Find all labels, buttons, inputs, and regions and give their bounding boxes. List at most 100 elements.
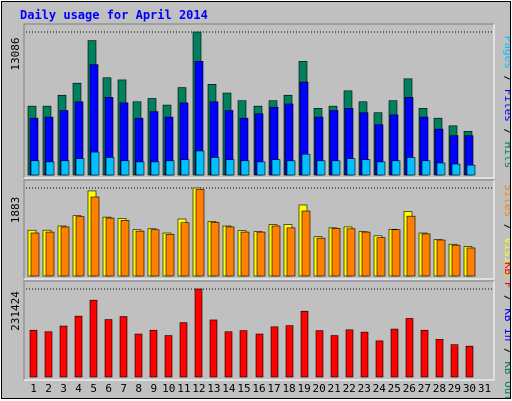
bar-kbytes-kb-f-23: [360, 331, 369, 378]
bar-kbytes-kb-f-8: [134, 333, 143, 378]
x-tick-label-13: 13: [207, 382, 220, 395]
panel-hits-highlight: [24, 24, 495, 179]
bar-kbytes-kb-f-21: [330, 335, 339, 378]
axis-label-part-hits-0: Pages: [502, 36, 510, 69]
bar-hits-pages-4: [75, 158, 85, 176]
x-tick-label-25: 25: [388, 382, 401, 395]
x-tick-label-27: 27: [418, 382, 431, 395]
x-tick-label-19: 19: [297, 382, 310, 395]
x-tick-label-11: 11: [177, 382, 190, 395]
bar-hits-pages-16: [256, 161, 266, 176]
x-tick-label-28: 28: [433, 382, 446, 395]
x-tick-label-8: 8: [135, 382, 142, 395]
bar-kbytes-kb-f-7: [119, 316, 128, 378]
bar-visits-sites-8: [135, 230, 145, 277]
bar-kbytes-kb-f-27: [420, 329, 429, 378]
axis-label-part-visits-0: Sites: [502, 184, 510, 217]
bar-kbytes-kb-f-28: [435, 339, 444, 378]
bar-kbytes-kb-f-14: [224, 331, 233, 378]
bar-visits-sites-28: [436, 239, 446, 277]
axis-label-hits: Pages / Files / Hits: [502, 36, 510, 169]
bar-kbytes-kb-f-2: [44, 331, 53, 378]
x-tick-label-17: 17: [267, 382, 280, 395]
bar-hits-pages-12: [195, 150, 205, 176]
bar-hits-pages-21: [331, 160, 341, 176]
bar-hits-pages-10: [165, 160, 175, 176]
bar-kbytes-kb-f-19: [300, 310, 309, 378]
axis-label-part-hits-4: Hits: [502, 142, 510, 169]
axis-label-part-kbytes-4: KB Out: [502, 361, 510, 398]
bar-visits-sites-17: [271, 225, 281, 277]
bar-kbytes-kb-f-20: [315, 330, 324, 378]
bar-kbytes-kb-f-13: [209, 319, 218, 378]
x-tick-label-14: 14: [222, 382, 236, 395]
bar-kbytes-kb-f-5: [89, 299, 98, 378]
bar-kbytes-kb-f-12: [194, 288, 203, 378]
axis-label-part-visits-2: Visits: [502, 237, 510, 277]
bar-hits-pages-5: [90, 151, 100, 176]
bar-hits-pages-7: [120, 160, 130, 176]
bar-visits-sites-30: [466, 247, 476, 277]
x-tick-label-22: 22: [343, 382, 356, 395]
bar-visits-sites-21: [331, 228, 341, 277]
axis-label-part-hits-2: Files: [502, 89, 510, 122]
bar-visits-sites-9: [150, 229, 160, 277]
x-tick-label-21: 21: [328, 382, 341, 395]
x-tick-label-29: 29: [448, 382, 461, 395]
bar-kbytes-kb-f-1: [29, 329, 38, 378]
x-tick-label-20: 20: [313, 382, 326, 395]
bar-hits-pages-29: [451, 163, 461, 176]
bar-visits-sites-1: [30, 232, 40, 277]
bar-kbytes-kb-f-16: [255, 333, 264, 378]
bar-visits-sites-2: [45, 231, 55, 277]
bar-kbytes-kb-f-3: [59, 325, 68, 378]
panel-visits-shadow: [23, 179, 494, 279]
axis-label-part-kbytes-0: KB F: [502, 262, 510, 289]
bar-kbytes-kb-f-25: [390, 328, 399, 378]
bar-visits-sites-15: [240, 231, 250, 277]
bar-visits-sites-11: [180, 222, 190, 277]
bar-hits-pages-26: [406, 157, 416, 176]
x-tick-label-12: 12: [192, 382, 205, 395]
bar-hits-pages-22: [346, 158, 356, 176]
bar-hits-pages-1: [30, 160, 40, 176]
bar-visits-sites-26: [406, 215, 416, 277]
bar-visits-sites-4: [75, 216, 85, 277]
bar-hits-pages-9: [150, 161, 160, 176]
bar-visits-sites-22: [346, 228, 356, 277]
bar-visits-sites-16: [256, 231, 266, 277]
x-tick-label-7: 7: [120, 382, 127, 395]
x-tick-label-23: 23: [358, 382, 371, 395]
bar-visits-sites-12: [195, 189, 205, 277]
x-tick-label-5: 5: [90, 382, 97, 395]
axis-label-part-kbytes-1: /: [502, 288, 510, 308]
x-tick-label-15: 15: [237, 382, 250, 395]
bar-hits-pages-17: [271, 159, 281, 176]
bar-visits-sites-27: [421, 233, 431, 277]
x-tick-label-31: 31: [478, 382, 491, 395]
bar-hits-pages-6: [105, 157, 115, 176]
x-tick-label-30: 30: [463, 382, 476, 395]
bar-hits-pages-24: [376, 161, 386, 176]
bar-visits-sites-19: [301, 210, 311, 277]
bar-hits-pages-3: [60, 160, 70, 176]
max-label-visits: 1883: [9, 197, 22, 224]
bar-kbytes-kb-f-17: [270, 326, 279, 378]
bar-hits-pages-2: [45, 161, 55, 176]
bar-hits-pages-8: [135, 161, 145, 176]
bar-hits-pages-23: [361, 159, 371, 176]
x-tick-label-6: 6: [105, 382, 112, 395]
bar-kbytes-kb-f-15: [239, 330, 248, 378]
bar-hits-pages-11: [180, 159, 190, 176]
bar-hits-pages-25: [391, 160, 401, 176]
bar-visits-sites-20: [316, 237, 326, 277]
axis-label-part-visits-1: /: [502, 217, 510, 237]
bar-hits-pages-15: [240, 160, 250, 176]
bar-hits-pages-20: [316, 160, 326, 176]
bar-visits-sites-14: [225, 226, 235, 277]
bar-visits-sites-5: [90, 196, 100, 277]
bar-kbytes-kb-f-29: [450, 344, 459, 378]
max-label-hits: 13086: [9, 37, 22, 70]
axis-label-part-hits-1: /: [502, 69, 510, 89]
